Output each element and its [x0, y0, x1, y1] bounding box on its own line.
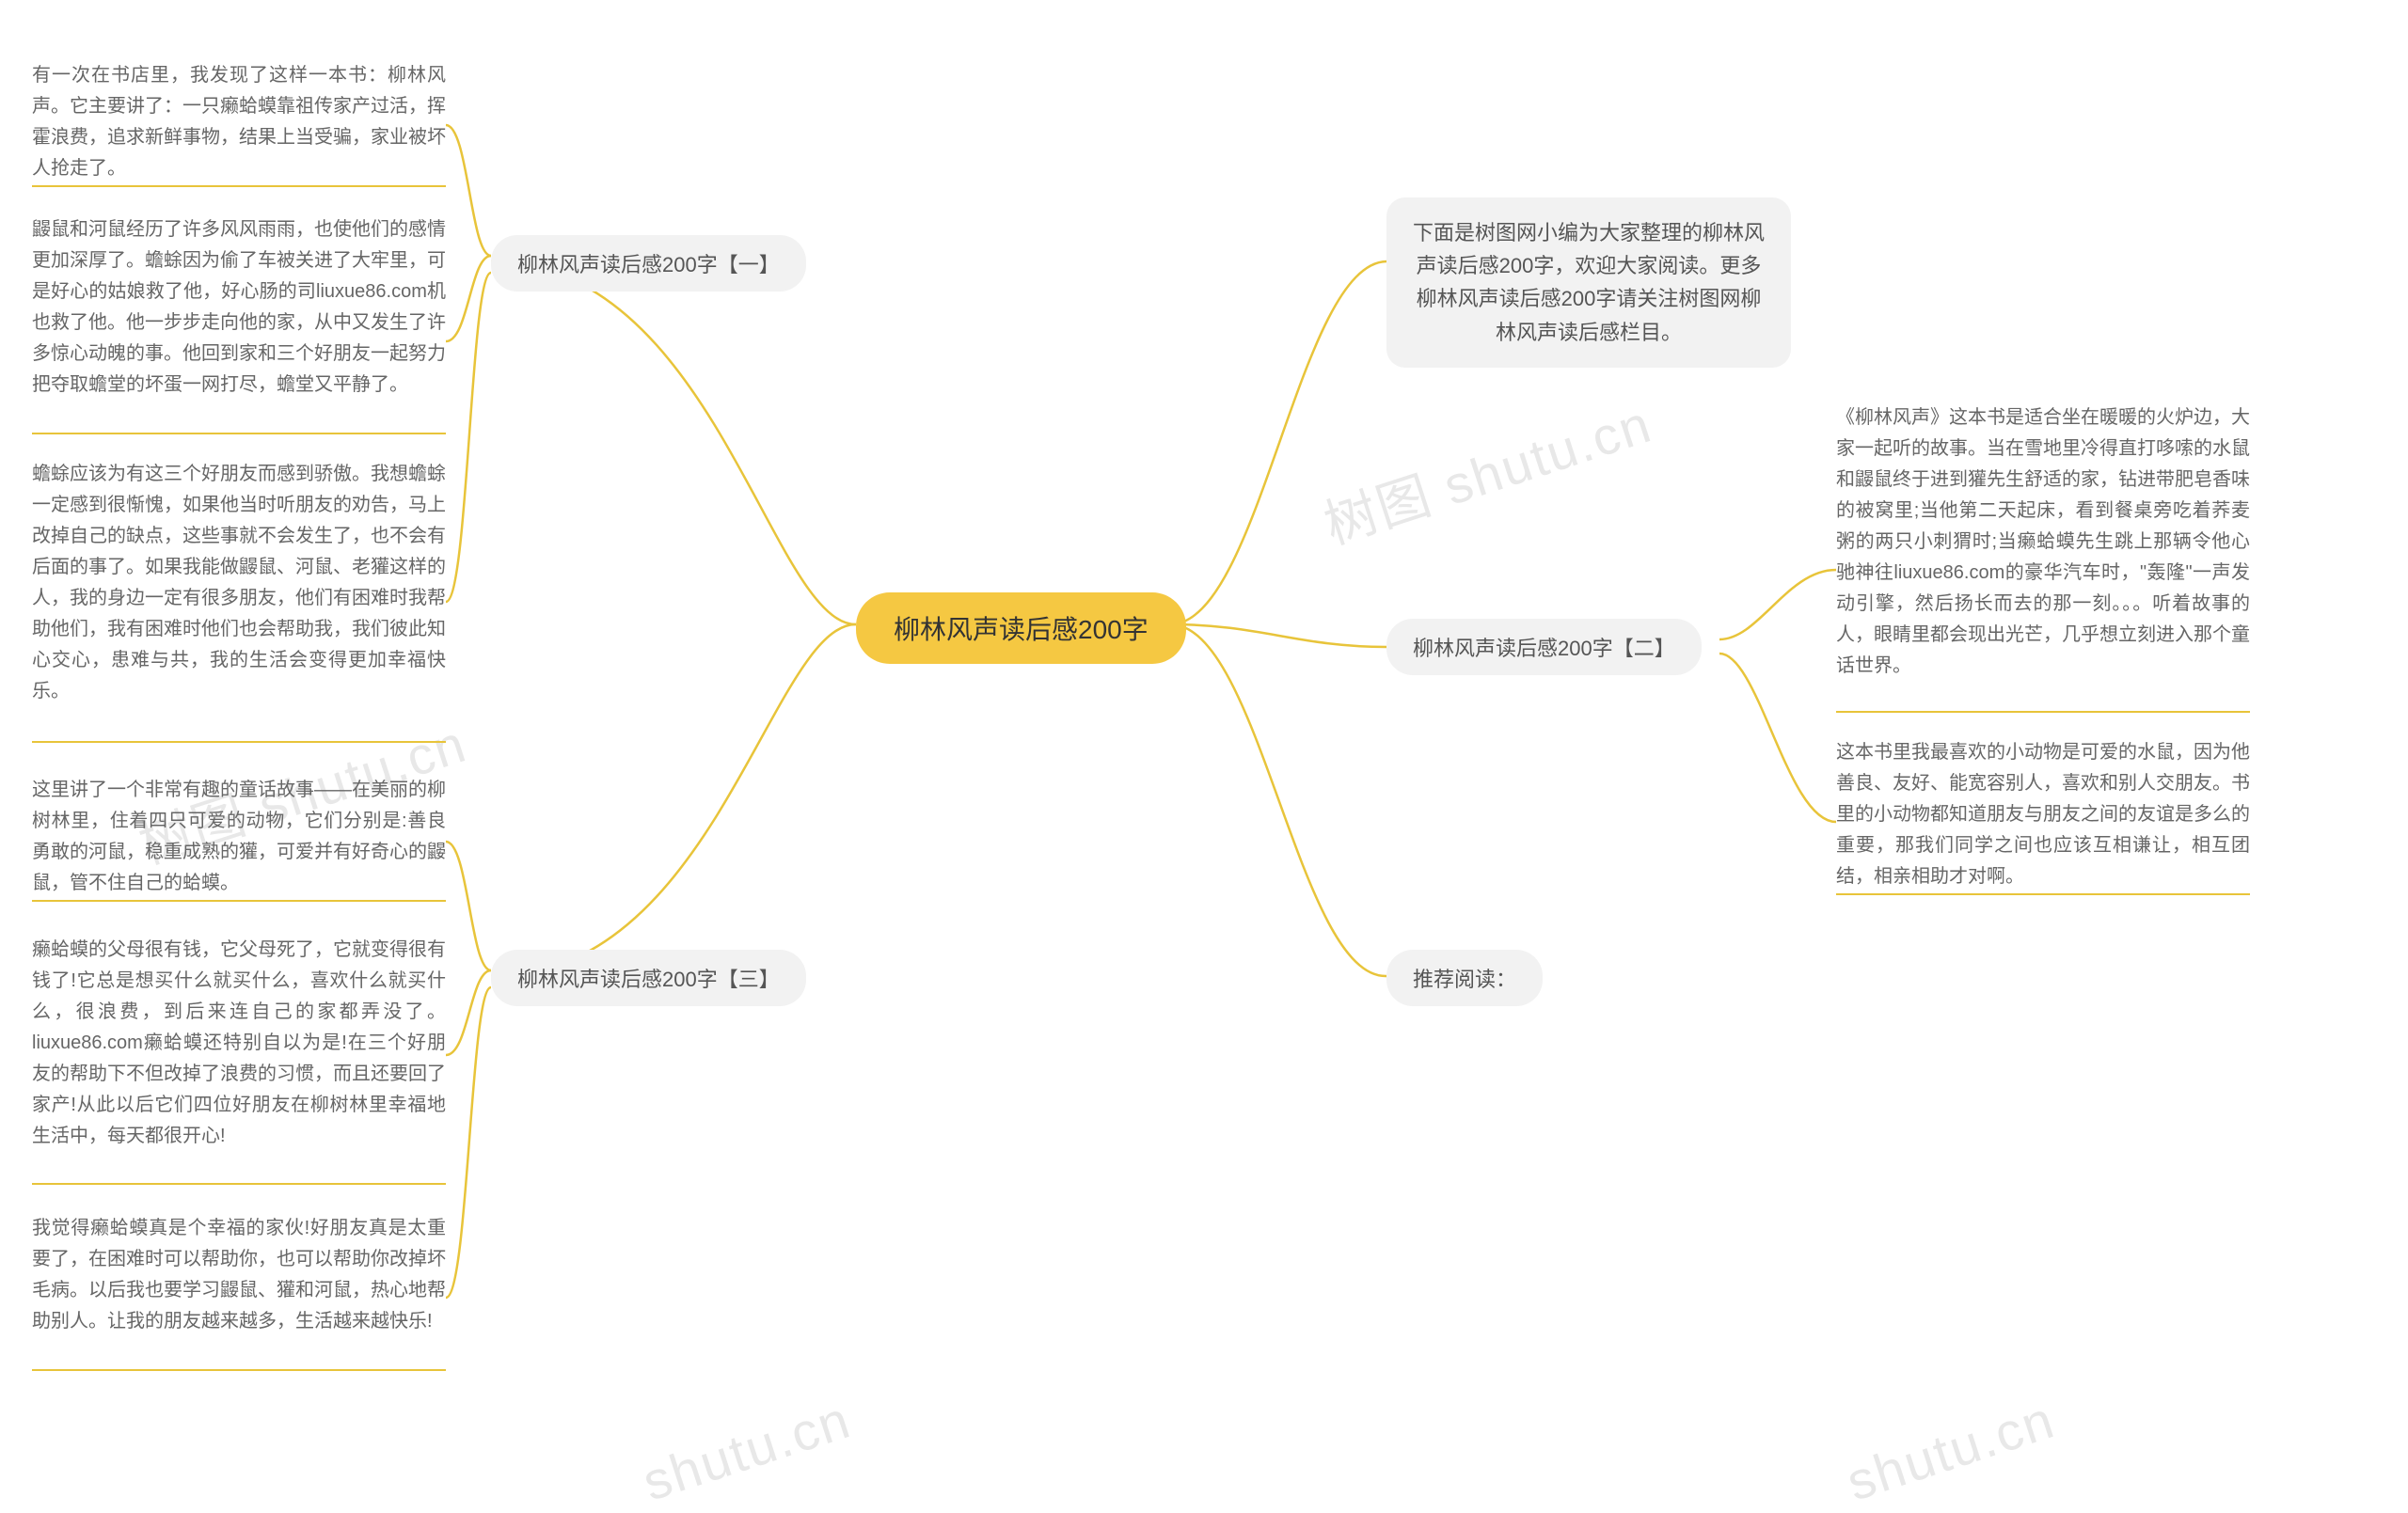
connector [446, 125, 491, 256]
connector [446, 970, 491, 1055]
leaf-underline [32, 1183, 446, 1185]
center-node[interactable]: 柳林风声读后感200字 [856, 592, 1186, 664]
connector [1719, 654, 1836, 822]
branch-b3[interactable]: 柳林风声读后感200字【三】 [491, 950, 806, 1006]
leaf-underline [32, 741, 446, 743]
watermark: shutu.cn [636, 1388, 859, 1512]
branch-b1[interactable]: 柳林风声读后感200字【一】 [491, 235, 806, 292]
connector [1719, 570, 1836, 639]
connector [1170, 624, 1386, 976]
connector [446, 256, 491, 341]
connector [1170, 261, 1386, 624]
leaf-underline [1836, 893, 2250, 895]
connector [446, 273, 491, 602]
leaf-underline [32, 900, 446, 902]
leaf-l1b: 鼹鼠和河鼠经历了许多风风雨雨，也使他们的感情更加深厚了。蟾蜍因为偷了车被关进了大… [32, 214, 446, 401]
leaf-underline [32, 1369, 446, 1371]
branch-b4[interactable]: 推荐阅读： [1386, 950, 1543, 1006]
connector [446, 842, 491, 970]
leaf-underline [32, 433, 446, 434]
leaf-l1a: 有一次在书店里，我发现了这样一本书：柳林风声。它主要讲了：一只癞蛤蟆靠祖传家产过… [32, 60, 446, 184]
intro-node: 下面是树图网小编为大家整理的柳林风声读后感200字，欢迎大家阅读。更多柳林风声读… [1386, 197, 1791, 368]
connector [491, 624, 856, 976]
watermark: shutu.cn [1840, 1388, 2063, 1512]
watermark: 树图 shutu.cn [1313, 382, 1660, 559]
leaf-l3a: 这里讲了一个非常有趣的童话故事——在美丽的柳树林里，住着四只可爱的动物，它们分别… [32, 775, 446, 899]
connector [491, 261, 856, 624]
connector [1170, 624, 1386, 647]
leaf-underline [1836, 711, 2250, 713]
leaf-l3c: 我觉得癞蛤蟆真是个幸福的家伙!好朋友真是太重要了，在困难时可以帮助你，也可以帮助… [32, 1213, 446, 1337]
connector [446, 987, 491, 1298]
leaf-l3b: 癞蛤蟆的父母很有钱，它父母死了，它就变得很有钱了!它总是想买什么就买什么，喜欢什… [32, 935, 446, 1152]
leaf-l2a: 《柳林风声》这本书是适合坐在暖暖的火炉边，大家一起听的故事。当在雪地里冷得直打哆… [1836, 402, 2250, 682]
leaf-l2b: 这本书里我最喜欢的小动物是可爱的水鼠，因为他善良、友好、能宽容别人，喜欢和别人交… [1836, 737, 2250, 892]
leaf-l1c: 蟾蜍应该为有这三个好朋友而感到骄傲。我想蟾蜍一定感到很惭愧，如果他当时听朋友的劝… [32, 459, 446, 707]
branch-b2[interactable]: 柳林风声读后感200字【二】 [1386, 619, 1702, 675]
leaf-underline [32, 185, 446, 187]
